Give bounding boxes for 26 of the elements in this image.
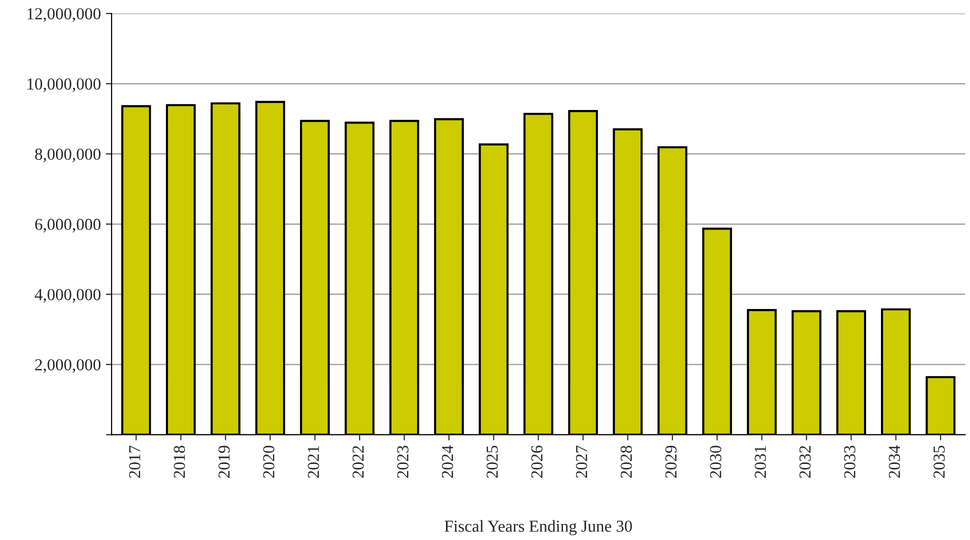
- x-tick-label: 2027: [576, 446, 588, 478]
- x-tick-label: 2025: [486, 446, 498, 478]
- x-tick-label: 2021: [308, 446, 320, 478]
- x-tick-label: 2033: [844, 446, 856, 478]
- y-tick-label: 6,000,000: [35, 218, 100, 232]
- x-tick-label: 2031: [754, 446, 766, 478]
- x-tick-label: 2034: [888, 445, 900, 478]
- x-tick-label: 2020: [263, 446, 274, 478]
- y-tick-label: 12,000,000: [28, 8, 100, 22]
- x-tick-label: 2035: [933, 446, 945, 478]
- x-tick-label: 2022: [352, 446, 364, 478]
- x-tick-label: 2023: [397, 446, 408, 478]
- x-tick-label: 2018: [174, 446, 185, 478]
- x-axis-title: Fiscal Years Ending June 30: [444, 520, 632, 536]
- x-tick-label: 2024: [442, 445, 454, 478]
- x-tick-label: 2026: [531, 446, 543, 478]
- x-tick-label: 2028: [620, 446, 632, 478]
- x-tick-label: 2032: [799, 446, 811, 478]
- x-tick-label: 2019: [218, 446, 230, 478]
- x-tick-label: 2017: [129, 446, 140, 478]
- y-tick-label: 4,000,000: [34, 289, 100, 303]
- y-tick-label: 10,000,000: [28, 78, 100, 92]
- y-tick-label: 8,000,000: [35, 148, 100, 162]
- x-tick-label: 2030: [710, 446, 722, 478]
- y-tick-label: 2,000,000: [35, 359, 100, 373]
- x-tick-label: 2029: [665, 446, 677, 478]
